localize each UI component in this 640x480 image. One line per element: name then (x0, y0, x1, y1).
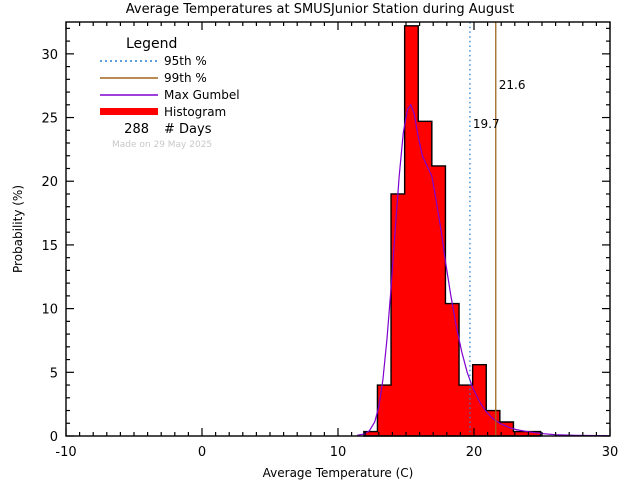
y-tick-label: 0 (50, 430, 58, 445)
legend-entry-label: 99th % (164, 71, 207, 85)
x-tick-label: 10 (330, 445, 347, 460)
y-tick-label: 25 (41, 112, 58, 127)
legend-title-label: Legend (126, 36, 177, 52)
legend: Legend 95th % 99th % Max Gumbel Histogram 288… (100, 36, 240, 150)
gumbel-curve-line (356, 103, 611, 437)
legend-ndays-label: # Days (164, 122, 212, 137)
x-tick-label: 0 (198, 445, 206, 460)
legend-entry-label: 95th % (164, 54, 207, 68)
y-tick-label: 30 (41, 48, 58, 63)
vline-label-95th: 19.7 (473, 117, 500, 131)
legend-ndays-value: 288 (124, 122, 149, 137)
plot-frame (65, 21, 611, 437)
x-tick-label: 20 (466, 445, 483, 460)
y-tick-label: 5 (50, 366, 58, 381)
chart-title: Average Temperatures at SMUSJunior Stati… (125, 2, 515, 17)
gumbel-curve (356, 103, 611, 437)
legend-entry-label: Max Gumbel (164, 88, 240, 102)
y-tick-label: 10 (41, 303, 58, 318)
y-tick-label: 20 (41, 175, 58, 190)
x-axis-title-text: Average Temperature (C) (263, 466, 414, 480)
y-tick-label: 15 (41, 239, 58, 254)
watermark-label: Made on 29 May 2025 (112, 140, 212, 150)
vline-label-99th: 21.6 (499, 78, 526, 92)
x-tick-label: -10 (55, 445, 76, 460)
axis-frame (65, 21, 611, 437)
legend-swatch-histogram (100, 108, 158, 115)
y-axis-title-text: Probability (%) (11, 185, 25, 273)
percentile-lines: 21.6 19.7 (469, 22, 526, 436)
legend-entry-label: Histogram (164, 105, 226, 119)
x-tick-label: 30 (602, 445, 619, 460)
